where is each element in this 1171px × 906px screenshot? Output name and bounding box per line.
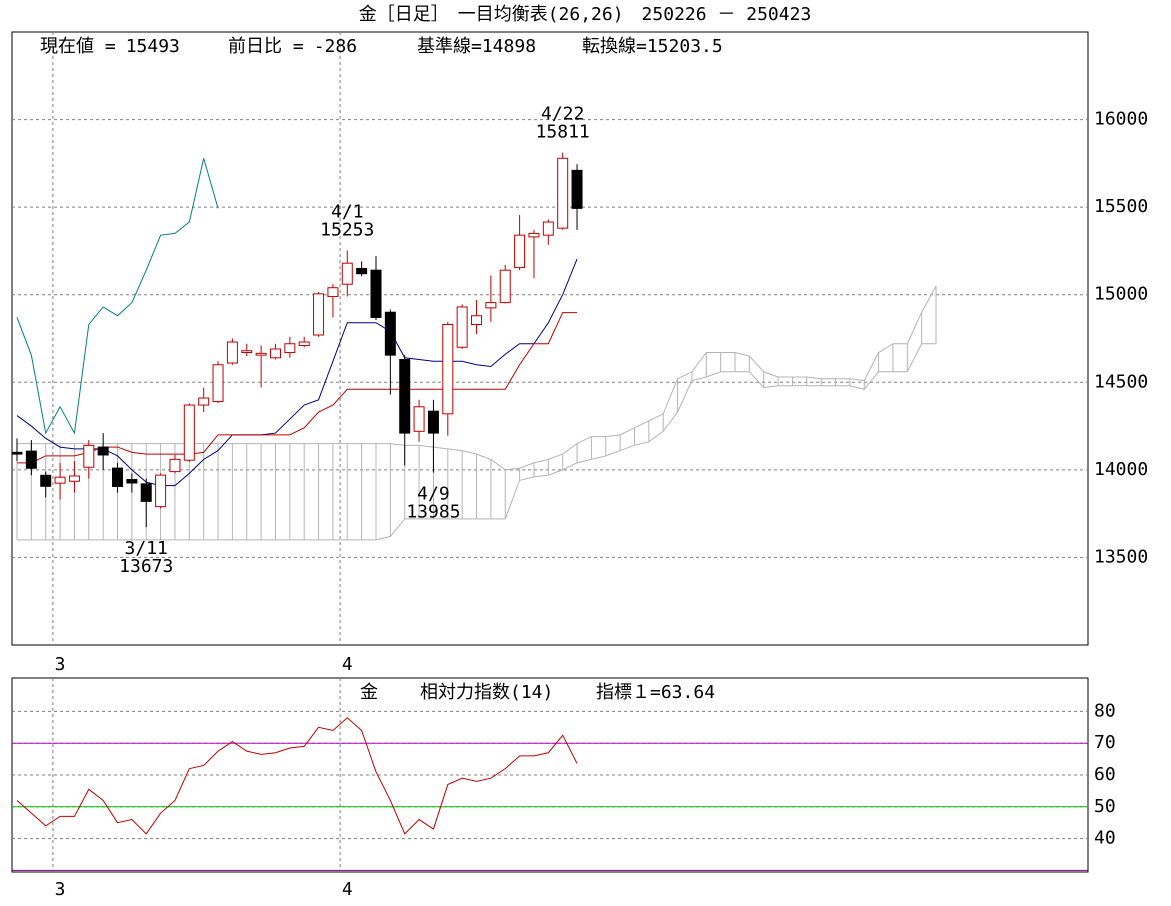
- info-label: 転換線=: [582, 36, 647, 57]
- y-tick-label: 60: [1094, 764, 1116, 785]
- candle-body: [528, 232, 540, 238]
- senkou-span-b: [17, 343, 937, 541]
- candle-body: [241, 350, 253, 354]
- x-tick-label: 3: [55, 879, 66, 900]
- x-tick-label: 4: [342, 879, 353, 900]
- info-item: 基準線=14898: [417, 36, 536, 57]
- plot-frame: [11, 31, 1089, 646]
- candle-body: [255, 352, 267, 356]
- chart-title: 金［日足］ 一目均衡表(26,26) 250226 － 250423: [359, 4, 812, 25]
- annotation-value: 15253: [320, 219, 374, 240]
- y-tick-label: 16000: [1094, 109, 1148, 130]
- rsi-line: [16, 717, 578, 835]
- annotation-date: 4/1: [331, 201, 364, 222]
- ichimoku-line: [16, 258, 578, 487]
- candle-body: [112, 467, 124, 487]
- y-tick-label: 70: [1094, 732, 1116, 753]
- indicator-title: 相対力指数(14): [420, 682, 553, 703]
- candle-body: [97, 446, 109, 456]
- info-value: 15493: [126, 36, 180, 57]
- candle-body: [471, 315, 483, 325]
- y-tick-label: 13500: [1094, 546, 1148, 567]
- annotation-date: 4/9: [417, 483, 450, 504]
- candle-body: [25, 450, 37, 469]
- y-tick-label: 50: [1094, 796, 1116, 817]
- candle-body: [284, 343, 296, 354]
- info-item: 転換線=15203.5: [582, 36, 723, 57]
- candle-body: [456, 306, 468, 348]
- candle-body: [298, 341, 310, 347]
- candle-body: [413, 406, 425, 432]
- candle-body: [226, 341, 238, 364]
- indicator-value-label: 指標１=: [596, 682, 661, 703]
- candle-body: [83, 444, 95, 468]
- info-label: 現在値 =: [40, 36, 116, 57]
- candle-body: [313, 293, 325, 336]
- indicator-value: 指標１=63.64: [596, 682, 715, 703]
- info-item: 前日比 = -286: [228, 36, 357, 57]
- candle-body: [399, 359, 411, 434]
- candle-body: [126, 478, 138, 484]
- candle-body: [54, 476, 66, 484]
- info-label: 基準線=: [417, 36, 482, 57]
- x-tick-label: 4: [342, 654, 353, 675]
- ichimoku-line: [17, 312, 578, 464]
- info-value: 14898: [482, 36, 536, 57]
- candle-body: [155, 474, 167, 508]
- annotation-date: 3/11: [125, 538, 168, 559]
- y-tick-label: 80: [1094, 700, 1116, 721]
- annotation-value: 13673: [119, 556, 173, 577]
- candle-body: [557, 157, 569, 229]
- indicator-value-number: 63.64: [661, 682, 715, 703]
- annotation-value: 15811: [536, 122, 590, 143]
- senkou-span-a: [17, 285, 937, 471]
- candle-body: [68, 475, 80, 482]
- ichimoku-line: [16, 158, 219, 435]
- y-tick-label: 40: [1094, 828, 1116, 849]
- candle-body: [485, 302, 497, 309]
- y-tick-label: 14500: [1094, 371, 1148, 392]
- candle-body: [341, 262, 353, 285]
- candle-body: [169, 458, 181, 473]
- y-tick-label: 15000: [1094, 284, 1148, 305]
- candle-body: [427, 410, 439, 434]
- indicator-name: 金: [360, 682, 378, 703]
- candle-body: [384, 311, 396, 356]
- annotation-date: 4/22: [541, 104, 584, 125]
- info-value: -286: [314, 36, 357, 57]
- info-item: 現在値 = 15493: [40, 36, 180, 57]
- info-value: 15203.5: [647, 36, 723, 57]
- candle-body: [269, 348, 281, 359]
- candle-body: [183, 404, 195, 461]
- candle-body: [571, 169, 583, 209]
- candle-body: [499, 269, 511, 304]
- candle-body: [11, 451, 23, 455]
- info-label: 前日比 =: [228, 36, 304, 57]
- candle-body: [198, 397, 210, 406]
- candle-body: [140, 483, 152, 502]
- candle-body: [442, 323, 454, 415]
- candle-body: [542, 221, 554, 236]
- candle-body: [514, 234, 526, 269]
- annotation-value: 13985: [406, 501, 460, 522]
- x-tick-label: 3: [55, 654, 66, 675]
- y-tick-label: 14000: [1094, 459, 1148, 480]
- candle-body: [212, 364, 224, 403]
- y-tick-label: 15500: [1094, 196, 1148, 217]
- candle-body: [327, 287, 339, 297]
- candle-body: [356, 267, 368, 275]
- candle-body: [40, 474, 52, 487]
- candle-body: [370, 269, 382, 318]
